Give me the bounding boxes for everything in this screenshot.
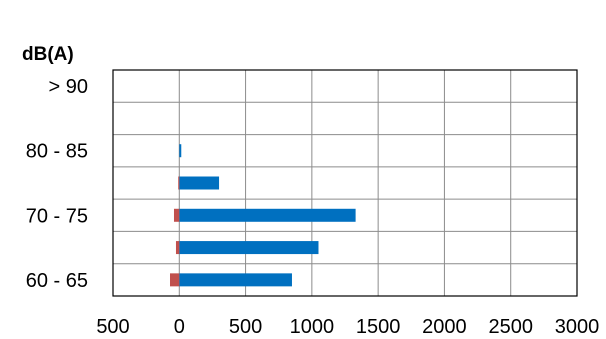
grid-lines [112, 70, 578, 296]
bar [179, 208, 356, 222]
x-tick-label: 2500 [488, 316, 533, 338]
x-tick-label: 500 [96, 316, 129, 338]
x-tick-label: 1500 [356, 316, 401, 338]
bar [179, 241, 319, 255]
y-tick-label: 80 - 85 [26, 141, 88, 163]
y-tick-label: 70 - 75 [26, 205, 88, 227]
bar [173, 208, 180, 222]
y-axis-labels: 60 - 65 70 - 75 80 - 85 > 90 [26, 76, 88, 292]
y-tick-label: 60 - 65 [26, 270, 88, 292]
x-tick-label: 2000 [422, 316, 467, 338]
x-tick-label: 3000 [555, 316, 600, 338]
bar-marks [170, 144, 356, 287]
x-tick-label: 0 [174, 316, 185, 338]
bar [179, 144, 182, 158]
x-tick-label: 1000 [290, 316, 335, 338]
bar [175, 241, 180, 255]
bar [178, 176, 180, 190]
y-tick-label: > 90 [49, 76, 88, 98]
chart-title: dB(A) [22, 44, 74, 65]
bar [179, 176, 220, 190]
x-axis-labels: 500 0 500 1000 1500 2000 2500 3000 [96, 316, 599, 338]
plot-frame [112, 69, 578, 297]
bar [179, 273, 292, 287]
x-tick-label: 500 [229, 316, 262, 338]
bar [170, 273, 180, 287]
